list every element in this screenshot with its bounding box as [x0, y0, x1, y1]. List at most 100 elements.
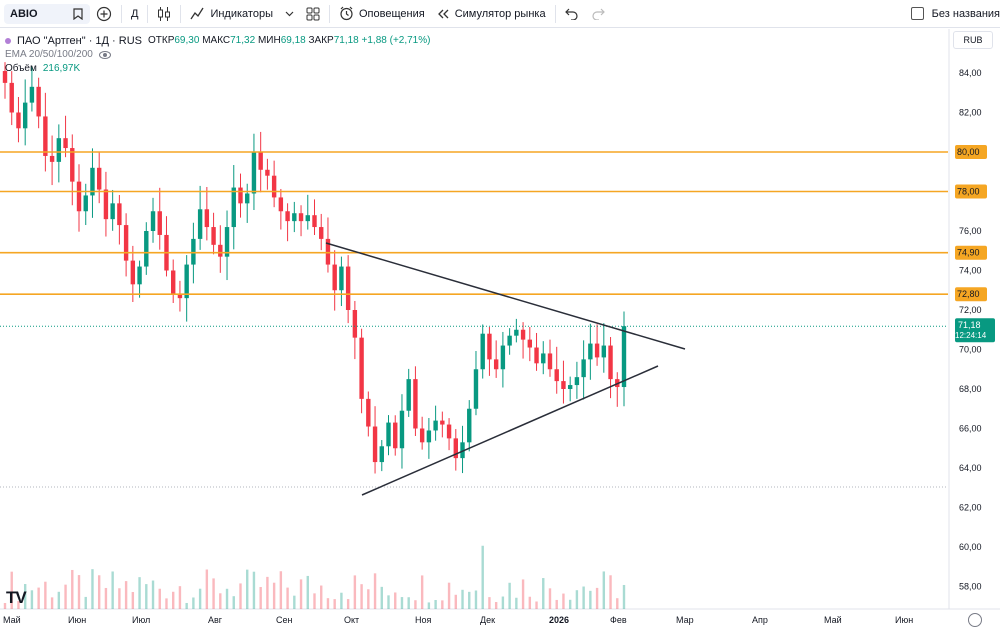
- candle-body[interactable]: [473, 369, 479, 409]
- indicators-button[interactable]: Индикаторы: [184, 0, 279, 28]
- add-symbol-button[interactable]: [90, 0, 118, 28]
- candle-body[interactable]: [63, 138, 68, 149]
- candle-body[interactable]: [534, 347, 539, 364]
- layout-name-button[interactable]: Без названия: [905, 0, 1000, 28]
- candle-body[interactable]: [446, 424, 452, 439]
- interval-button[interactable]: Д: [125, 0, 144, 28]
- candle-body[interactable]: [319, 227, 324, 239]
- symbol-search[interactable]: ABIO: [4, 3, 90, 24]
- candle-body[interactable]: [197, 209, 203, 239]
- undo-button[interactable]: [559, 0, 585, 28]
- candle-body[interactable]: [406, 379, 411, 411]
- candle-body[interactable]: [76, 181, 82, 212]
- redo-button[interactable]: [585, 0, 611, 28]
- candle-body[interactable]: [305, 215, 310, 222]
- alerts-button[interactable]: Оповещения: [333, 0, 431, 28]
- currency-selector[interactable]: RUB: [953, 31, 993, 49]
- candle-body[interactable]: [352, 310, 358, 338]
- candle-body[interactable]: [96, 167, 102, 190]
- candle-body[interactable]: [399, 410, 405, 449]
- candle-body[interactable]: [588, 343, 593, 360]
- candle-body[interactable]: [238, 187, 243, 204]
- candle-body[interactable]: [110, 203, 115, 220]
- candle-body[interactable]: [567, 385, 573, 389]
- candle-body[interactable]: [29, 86, 35, 103]
- candle-body[interactable]: [157, 211, 162, 235]
- candle-body[interactable]: [440, 420, 445, 425]
- candle-body[interactable]: [527, 339, 533, 348]
- candle-body[interactable]: [271, 175, 277, 198]
- candle-body[interactable]: [594, 343, 600, 358]
- candle-body[interactable]: [90, 167, 95, 196]
- candle-body[interactable]: [561, 381, 566, 389]
- candle-body[interactable]: [467, 408, 472, 443]
- star-icon[interactable]: [72, 7, 84, 20]
- candle-body[interactable]: [433, 420, 438, 431]
- candle-body[interactable]: [292, 213, 297, 222]
- legend-title[interactable]: ПАО "Артген" · 1Д · RUS: [17, 35, 142, 47]
- candle-body[interactable]: [500, 345, 506, 370]
- candle-body[interactable]: [393, 422, 398, 449]
- candle-body[interactable]: [184, 264, 189, 299]
- candle-body[interactable]: [332, 264, 337, 291]
- candle-body[interactable]: [419, 428, 425, 443]
- candle-body[interactable]: [345, 266, 351, 310]
- candle-body[interactable]: [366, 398, 371, 427]
- candle-body[interactable]: [144, 231, 149, 267]
- candle-body[interactable]: [16, 112, 21, 129]
- candle-body[interactable]: [621, 326, 627, 388]
- candle-body[interactable]: [137, 266, 142, 285]
- candle-body[interactable]: [49, 155, 55, 162]
- candle-body[interactable]: [507, 335, 512, 346]
- indicators-dropdown[interactable]: [279, 0, 300, 28]
- candle-body[interactable]: [2, 71, 8, 83]
- candle-body[interactable]: [460, 442, 465, 459]
- price-chart[interactable]: 84,00 82,00 80,00 78,00 76,00 74,00 72,00 70,00…: [0, 29, 1000, 632]
- chart-type-button[interactable]: [151, 0, 177, 28]
- descending-trendline[interactable]: [325, 242, 686, 350]
- tradingview-logo[interactable]: TV: [6, 588, 27, 607]
- candle-body[interactable]: [83, 195, 88, 212]
- candle-body[interactable]: [9, 82, 14, 113]
- ascending-trendline[interactable]: [361, 365, 659, 496]
- candle-body[interactable]: [150, 211, 156, 231]
- layout-button[interactable]: [300, 0, 326, 28]
- candle-body[interactable]: [278, 197, 284, 212]
- candle-body[interactable]: [608, 345, 613, 380]
- candle-body[interactable]: [514, 329, 519, 336]
- candle-body[interactable]: [426, 430, 432, 443]
- candle-body[interactable]: [43, 116, 48, 156]
- candle-body[interactable]: [601, 345, 607, 358]
- candle-body[interactable]: [117, 203, 122, 226]
- candle-body[interactable]: [218, 244, 223, 257]
- candle-body[interactable]: [453, 438, 458, 459]
- candle-body[interactable]: [298, 213, 304, 222]
- candle-body[interactable]: [204, 209, 210, 228]
- candle-body[interactable]: [22, 102, 28, 129]
- candle-body[interactable]: [130, 260, 136, 285]
- candle-body[interactable]: [312, 215, 317, 228]
- legend-volume-row[interactable]: Объём 216,97K: [5, 62, 430, 76]
- candle-body[interactable]: [70, 148, 75, 182]
- candle-body[interactable]: [520, 329, 526, 340]
- replay-button[interactable]: Симулятор рынка: [431, 0, 552, 28]
- candle-body[interactable]: [581, 359, 586, 378]
- candle-body[interactable]: [56, 138, 62, 162]
- candle-body[interactable]: [251, 152, 257, 194]
- candle-body[interactable]: [285, 211, 290, 222]
- candle-body[interactable]: [191, 238, 196, 265]
- candle-body[interactable]: [359, 337, 364, 399]
- candle-body[interactable]: [171, 270, 176, 295]
- candle-body[interactable]: [413, 379, 418, 429]
- candle-body[interactable]: [103, 189, 109, 220]
- settings-icon[interactable]: [968, 613, 982, 627]
- eye-icon[interactable]: [98, 51, 111, 59]
- candle-body[interactable]: [211, 227, 216, 245]
- candle-body[interactable]: [339, 266, 344, 291]
- candle-body[interactable]: [487, 333, 492, 360]
- candle-body[interactable]: [258, 152, 263, 170]
- legend-ema-row[interactable]: EMA 20/50/100/200: [5, 48, 430, 62]
- candle-body[interactable]: [265, 169, 270, 176]
- candle-body[interactable]: [386, 422, 391, 447]
- candle-body[interactable]: [554, 369, 559, 382]
